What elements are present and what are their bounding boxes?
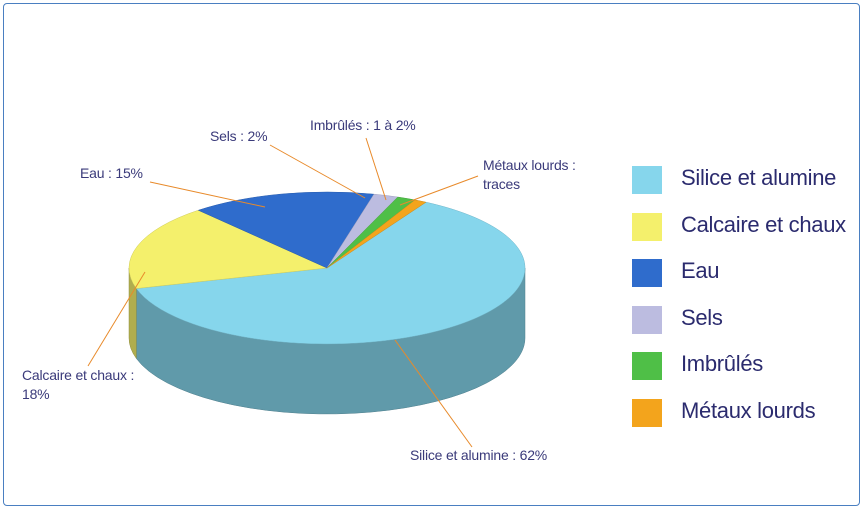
leader-line — [394, 339, 473, 448]
legend-swatch — [632, 305, 662, 334]
legend-swatch — [632, 398, 662, 427]
leader-line — [399, 175, 479, 206]
pie-slice — [197, 191, 375, 269]
data-label: Eau : 15% — [80, 165, 143, 181]
legend-swatch — [632, 352, 662, 380]
data-label: Imbrûlés : 1 à 2% — [310, 117, 416, 133]
data-label: Calcaire et chaux : 18% — [22, 367, 135, 402]
legend-label: Sels — [681, 304, 723, 330]
pie-slice — [135, 201, 526, 345]
legend-label: Imbrûlés — [681, 351, 763, 376]
leader-line — [149, 181, 266, 208]
leader-line — [365, 137, 387, 201]
legend-label: Silice et alumine — [681, 165, 837, 190]
legend-swatch — [632, 212, 662, 241]
data-label: Sels : 2% — [210, 128, 268, 144]
legend-swatch — [632, 166, 662, 194]
data-label: Silice et alumine : 62% — [410, 447, 548, 463]
legend-label: Calcaire et chaux — [681, 211, 846, 237]
frame — [3, 3, 860, 506]
legend-label: Eau — [681, 258, 720, 283]
leader-line — [87, 271, 146, 367]
legend-swatch — [632, 259, 662, 287]
legend-label: Métaux lourds — [681, 397, 816, 423]
pie-slice — [128, 209, 328, 289]
data-label: Métaux lourds : traces — [483, 157, 576, 192]
leader-line — [269, 144, 366, 199]
